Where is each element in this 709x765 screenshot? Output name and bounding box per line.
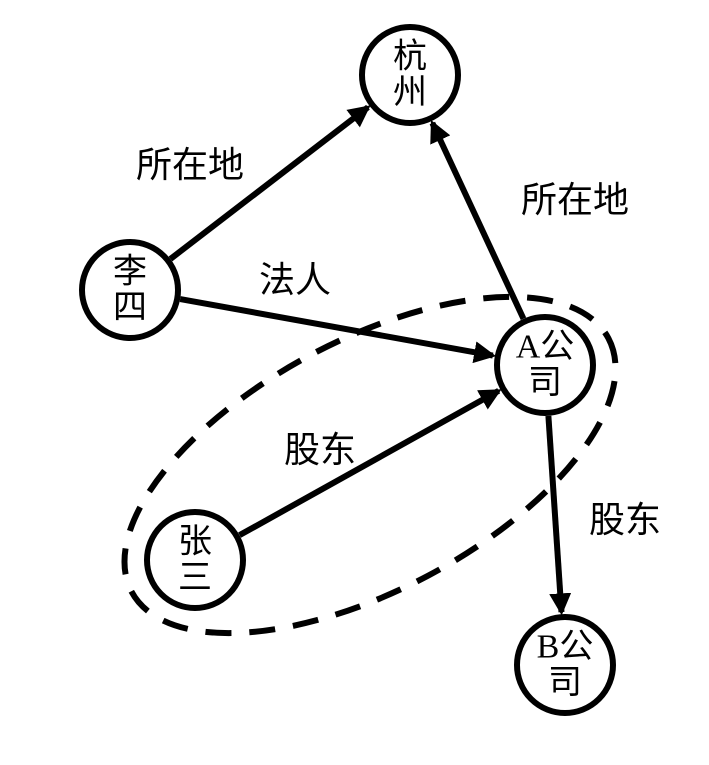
node-hangzhou: 杭州	[362, 27, 458, 123]
knowledge-graph: 所在地所在地法人股东股东 杭州李四A公司张三B公司	[0, 0, 709, 765]
edge-label-zhangsan-acompany: 股东	[284, 430, 356, 470]
edge-lisi-acompany	[180, 299, 493, 356]
node-label-hangzhou-line1: 州	[393, 74, 427, 111]
node-label-acompany-line0: A公	[516, 329, 575, 366]
edge-label-acompany-bcompany: 股东	[589, 500, 661, 540]
edge-label-acompany-hangzhou: 所在地	[521, 180, 629, 220]
node-label-bcompany-line0: B公	[537, 629, 594, 666]
edge-zhangsan-acompany	[240, 391, 499, 535]
node-label-lisi-line0: 李	[113, 253, 147, 291]
edge-acompany-hangzhou	[432, 123, 523, 319]
edge-label-lisi-hangzhou: 所在地	[136, 145, 244, 185]
node-label-zhangsan-line1: 三	[178, 559, 212, 596]
edge-acompany-bcompany	[548, 416, 561, 612]
node-acompany: A公司	[497, 317, 593, 413]
node-zhangsan: 张三	[147, 512, 243, 608]
node-bcompany: B公司	[517, 617, 613, 713]
node-label-lisi-line1: 四	[113, 289, 147, 326]
node-label-bcompany-line1: 司	[548, 664, 582, 701]
node-lisi: 李四	[82, 242, 178, 338]
node-label-zhangsan-line0: 张	[178, 524, 212, 561]
node-label-hangzhou-line0: 杭	[393, 38, 427, 76]
node-label-acompany-line1: 司	[528, 364, 562, 401]
edge-label-lisi-acompany: 法人	[259, 260, 331, 300]
